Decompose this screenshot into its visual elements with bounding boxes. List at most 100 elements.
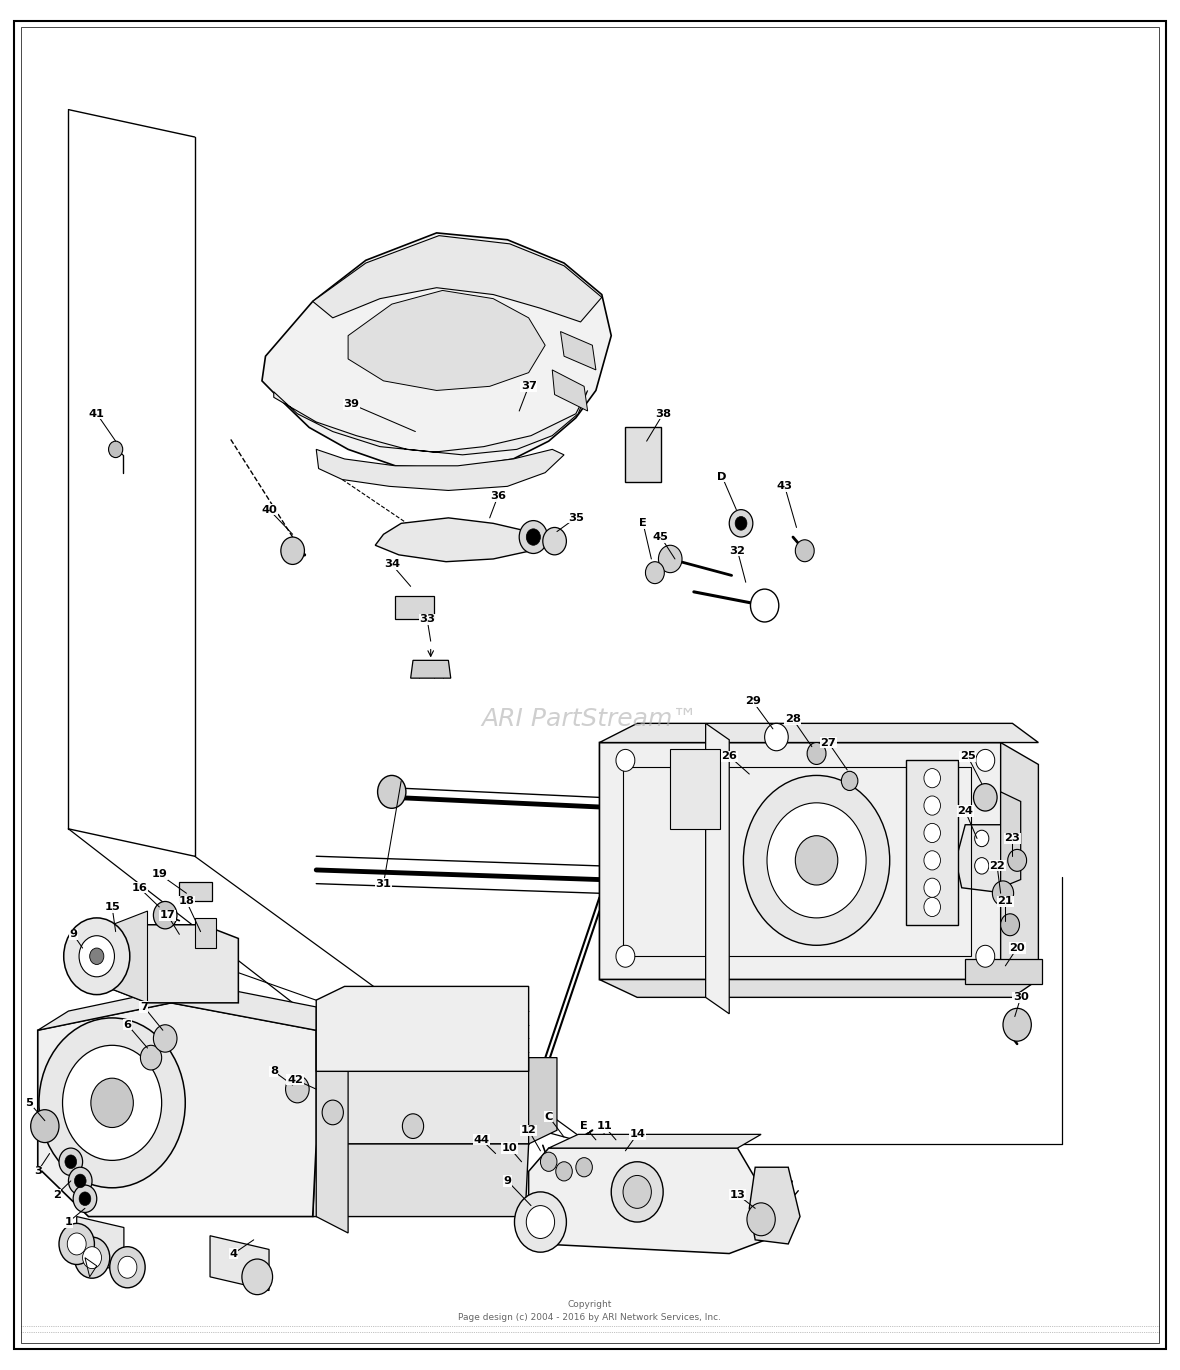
Polygon shape	[599, 723, 1038, 743]
Circle shape	[975, 858, 989, 874]
Polygon shape	[706, 723, 729, 1014]
Circle shape	[743, 775, 890, 945]
Text: 9: 9	[70, 929, 77, 940]
Text: 25: 25	[959, 751, 976, 762]
Circle shape	[79, 936, 114, 977]
Circle shape	[767, 803, 866, 918]
Circle shape	[526, 529, 540, 545]
Circle shape	[795, 540, 814, 562]
Text: 17: 17	[159, 910, 176, 921]
Text: 40: 40	[261, 504, 277, 515]
Circle shape	[63, 1045, 162, 1160]
Circle shape	[992, 881, 1014, 906]
Text: 38: 38	[655, 408, 671, 419]
Text: ARI PartStream™: ARI PartStream™	[481, 707, 699, 732]
Text: 10: 10	[502, 1143, 518, 1154]
Circle shape	[543, 527, 566, 555]
Polygon shape	[411, 660, 451, 678]
Circle shape	[1001, 914, 1020, 936]
Polygon shape	[906, 760, 958, 925]
Text: Page design (c) 2004 - 2016 by ARI Network Services, Inc.: Page design (c) 2004 - 2016 by ARI Netwo…	[459, 1314, 721, 1322]
Circle shape	[64, 918, 130, 995]
Text: 34: 34	[384, 559, 400, 570]
Polygon shape	[313, 236, 602, 322]
Text: 11: 11	[596, 1121, 612, 1132]
Circle shape	[68, 1167, 92, 1195]
Polygon shape	[316, 986, 529, 1071]
Polygon shape	[210, 1236, 269, 1291]
Circle shape	[765, 723, 788, 751]
Circle shape	[976, 945, 995, 967]
Circle shape	[59, 1223, 94, 1265]
Text: 4: 4	[230, 1248, 237, 1259]
Circle shape	[286, 1075, 309, 1103]
Text: 39: 39	[343, 399, 360, 410]
Text: 22: 22	[989, 860, 1005, 871]
Circle shape	[59, 1148, 83, 1175]
Circle shape	[83, 1247, 101, 1269]
Circle shape	[735, 516, 747, 530]
Circle shape	[1008, 849, 1027, 871]
Circle shape	[924, 878, 940, 897]
Polygon shape	[38, 1003, 316, 1217]
Circle shape	[807, 743, 826, 764]
Polygon shape	[375, 518, 543, 562]
Polygon shape	[599, 980, 1038, 997]
Text: 31: 31	[375, 878, 392, 889]
Polygon shape	[112, 911, 148, 1003]
Circle shape	[924, 897, 940, 917]
Text: 35: 35	[568, 512, 584, 523]
Text: 28: 28	[785, 714, 801, 725]
Circle shape	[974, 784, 997, 811]
Text: 14: 14	[629, 1129, 645, 1140]
Circle shape	[118, 1256, 137, 1278]
Polygon shape	[316, 1058, 557, 1071]
Bar	[625, 427, 661, 482]
Polygon shape	[599, 743, 1017, 980]
Circle shape	[540, 1152, 557, 1171]
Polygon shape	[560, 332, 596, 370]
Circle shape	[924, 769, 940, 788]
Text: 23: 23	[1004, 833, 1021, 844]
Text: 33: 33	[419, 614, 435, 625]
Circle shape	[1003, 1008, 1031, 1041]
Bar	[623, 767, 971, 956]
Bar	[670, 749, 720, 829]
Text: 37: 37	[520, 381, 537, 392]
Circle shape	[611, 1162, 663, 1222]
Polygon shape	[77, 1217, 124, 1271]
Circle shape	[79, 1192, 91, 1206]
Text: 44: 44	[473, 1134, 490, 1145]
Text: 42: 42	[287, 1074, 303, 1085]
Text: 27: 27	[820, 737, 837, 748]
Circle shape	[795, 836, 838, 885]
Text: 20: 20	[1009, 943, 1025, 954]
Text: 43: 43	[776, 481, 793, 492]
Polygon shape	[112, 925, 238, 1003]
Circle shape	[576, 1158, 592, 1177]
Text: D: D	[717, 471, 727, 482]
Circle shape	[31, 1110, 59, 1143]
Text: 1: 1	[65, 1217, 72, 1228]
Text: 30: 30	[1012, 992, 1029, 1003]
Circle shape	[924, 823, 940, 843]
Text: E: E	[581, 1121, 588, 1132]
Circle shape	[750, 589, 779, 622]
Polygon shape	[348, 290, 545, 390]
Text: 36: 36	[490, 490, 506, 501]
Text: 29: 29	[745, 696, 761, 707]
Circle shape	[140, 1045, 162, 1070]
Polygon shape	[1001, 743, 1038, 980]
Circle shape	[402, 1114, 424, 1138]
Text: 18: 18	[178, 896, 195, 907]
Circle shape	[281, 537, 304, 564]
Circle shape	[74, 1174, 86, 1188]
Circle shape	[39, 1018, 185, 1188]
Polygon shape	[313, 1144, 529, 1217]
Polygon shape	[956, 825, 1012, 893]
Polygon shape	[316, 449, 564, 490]
Circle shape	[729, 510, 753, 537]
Circle shape	[976, 749, 995, 771]
Polygon shape	[316, 1017, 348, 1233]
Circle shape	[65, 1155, 77, 1169]
